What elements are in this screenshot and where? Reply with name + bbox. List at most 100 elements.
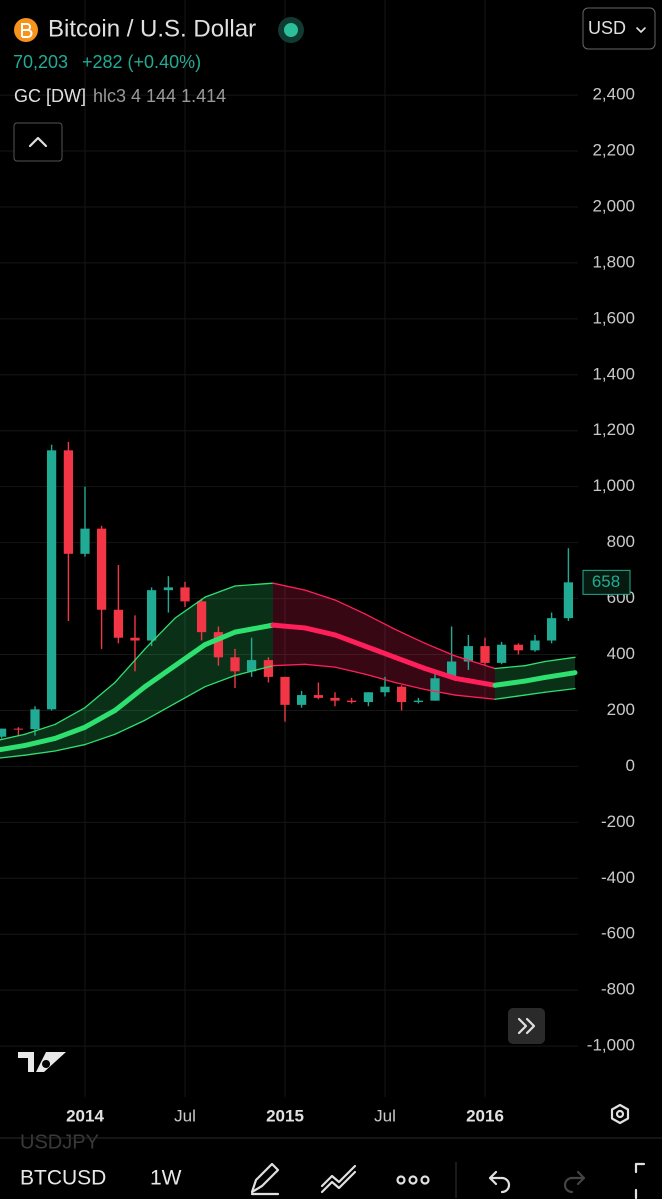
candle-body: [130, 637, 140, 641]
symbol-name: Bitcoin / U.S. Dollar: [48, 15, 256, 42]
candle-body: [46, 450, 57, 710]
y-tick-label: 2,000: [592, 196, 635, 215]
channel-mid: [392, 654, 428, 671]
y-tick-label: 400: [607, 644, 635, 663]
candle-body: [246, 660, 257, 672]
channel-fill: [335, 599, 365, 675]
y-tick-label: -600: [601, 924, 635, 943]
channel-fill: [365, 613, 395, 683]
channel-lower: [272, 663, 306, 667]
channel-fill: [55, 707, 85, 752]
channel-upper: [544, 656, 576, 663]
y-tick-label: 200: [607, 700, 635, 719]
channel-upper: [334, 599, 366, 615]
candle-body: [296, 695, 307, 705]
y-tick-label: 1,600: [592, 308, 635, 327]
indicator-name[interactable]: GC [DW]: [14, 86, 86, 106]
channel-mid: [522, 674, 548, 684]
channel-fill: [145, 618, 175, 721]
more-button[interactable]: [396, 1175, 430, 1185]
dropdown-arrow: [636, 27, 646, 33]
candle-body: [446, 661, 457, 679]
market-status-dot[interactable]: [284, 23, 298, 37]
channel-upper: [524, 660, 546, 667]
channel-upper: [114, 648, 146, 684]
channel-upper: [144, 617, 176, 650]
channel-lower: [524, 691, 546, 696]
channel-mid: [0, 742, 28, 753]
candle-body: [30, 709, 40, 730]
candle-body: [63, 450, 74, 554]
plot-area: [0, 441, 578, 759]
channel-fill: [395, 629, 425, 690]
x-tick-label: 2016: [466, 1106, 504, 1125]
settings-icon[interactable]: [610, 1103, 630, 1125]
dot: [408, 1175, 418, 1185]
y-tick-label: 2,200: [592, 141, 635, 160]
candle-body: [146, 590, 157, 641]
channel-upper: [54, 707, 86, 726]
channel-mid: [232, 622, 276, 635]
candle-body: [330, 697, 340, 701]
candle-body: [463, 646, 474, 662]
y-tick-label: 1,000: [592, 476, 635, 495]
channel-lower: [144, 702, 176, 721]
candle-body: [80, 528, 90, 554]
channel-lower: [24, 750, 56, 756]
x-tick-label: Jul: [374, 1106, 396, 1125]
channel-upper: [454, 655, 496, 670]
channel-lower: [334, 666, 366, 675]
undo-button[interactable]: [488, 1170, 511, 1194]
channel-lower: [0, 754, 26, 759]
collapse-button[interactable]: [13, 122, 63, 162]
last-price-box: [582, 569, 631, 595]
candle-body: [380, 686, 390, 693]
channel-lower: [544, 687, 576, 693]
channel-upper: [0, 733, 26, 741]
channel-upper: [304, 589, 336, 601]
candle-body: [496, 644, 507, 663]
channel-mid: [332, 632, 368, 649]
y-tick-label: 800: [607, 532, 635, 551]
channel-mid: [172, 642, 208, 669]
candle-body: [263, 660, 274, 677]
channel-mid: [52, 724, 88, 741]
candle-body: [113, 609, 124, 638]
candle-body: [13, 728, 24, 730]
y-tick-label: 0: [626, 756, 635, 775]
currency: USD: [588, 18, 626, 38]
x-tick-label: Jul: [174, 1106, 196, 1125]
y-tick-label: -1,000: [587, 1036, 635, 1055]
symbol-button[interactable]: BTCUSD: [20, 1167, 106, 1190]
fullscreen-button[interactable]: [634, 1162, 646, 1199]
channel-upper: [494, 665, 526, 670]
candle-body: [530, 640, 540, 651]
tradingview-logo: [18, 1052, 66, 1072]
candle-body: [513, 644, 524, 651]
candle-body: [480, 646, 490, 663]
currency-dropdown[interactable]: [582, 7, 656, 50]
candle-body: [396, 686, 407, 703]
channel-fill: [115, 648, 145, 735]
draw-tool[interactable]: [250, 1162, 280, 1196]
interval-button[interactable]: 1W: [150, 1167, 182, 1190]
channel-lower: [424, 688, 456, 696]
bitcoin-logo-glyph: [21, 23, 33, 38]
indicator-params: hlc3 4 144 1.414: [93, 86, 226, 106]
indicators-button[interactable]: [320, 1164, 357, 1194]
candle-body: [0, 728, 7, 737]
channel-mid: [202, 629, 238, 648]
channel-mid: [82, 707, 118, 730]
channel-mid: [542, 670, 578, 680]
y-tick-label: 2,400: [592, 85, 635, 104]
channel-mid: [302, 625, 338, 638]
settings-icon-center: [615, 1109, 625, 1119]
channel-mid: [452, 675, 498, 688]
redo-button: [563, 1170, 586, 1194]
candle-body: [546, 618, 557, 641]
scroll-icon: [517, 1017, 536, 1035]
channel-lower: [174, 686, 206, 705]
candle-body: [563, 582, 574, 619]
channel-mid: [112, 684, 148, 713]
candle-body: [230, 657, 240, 672]
